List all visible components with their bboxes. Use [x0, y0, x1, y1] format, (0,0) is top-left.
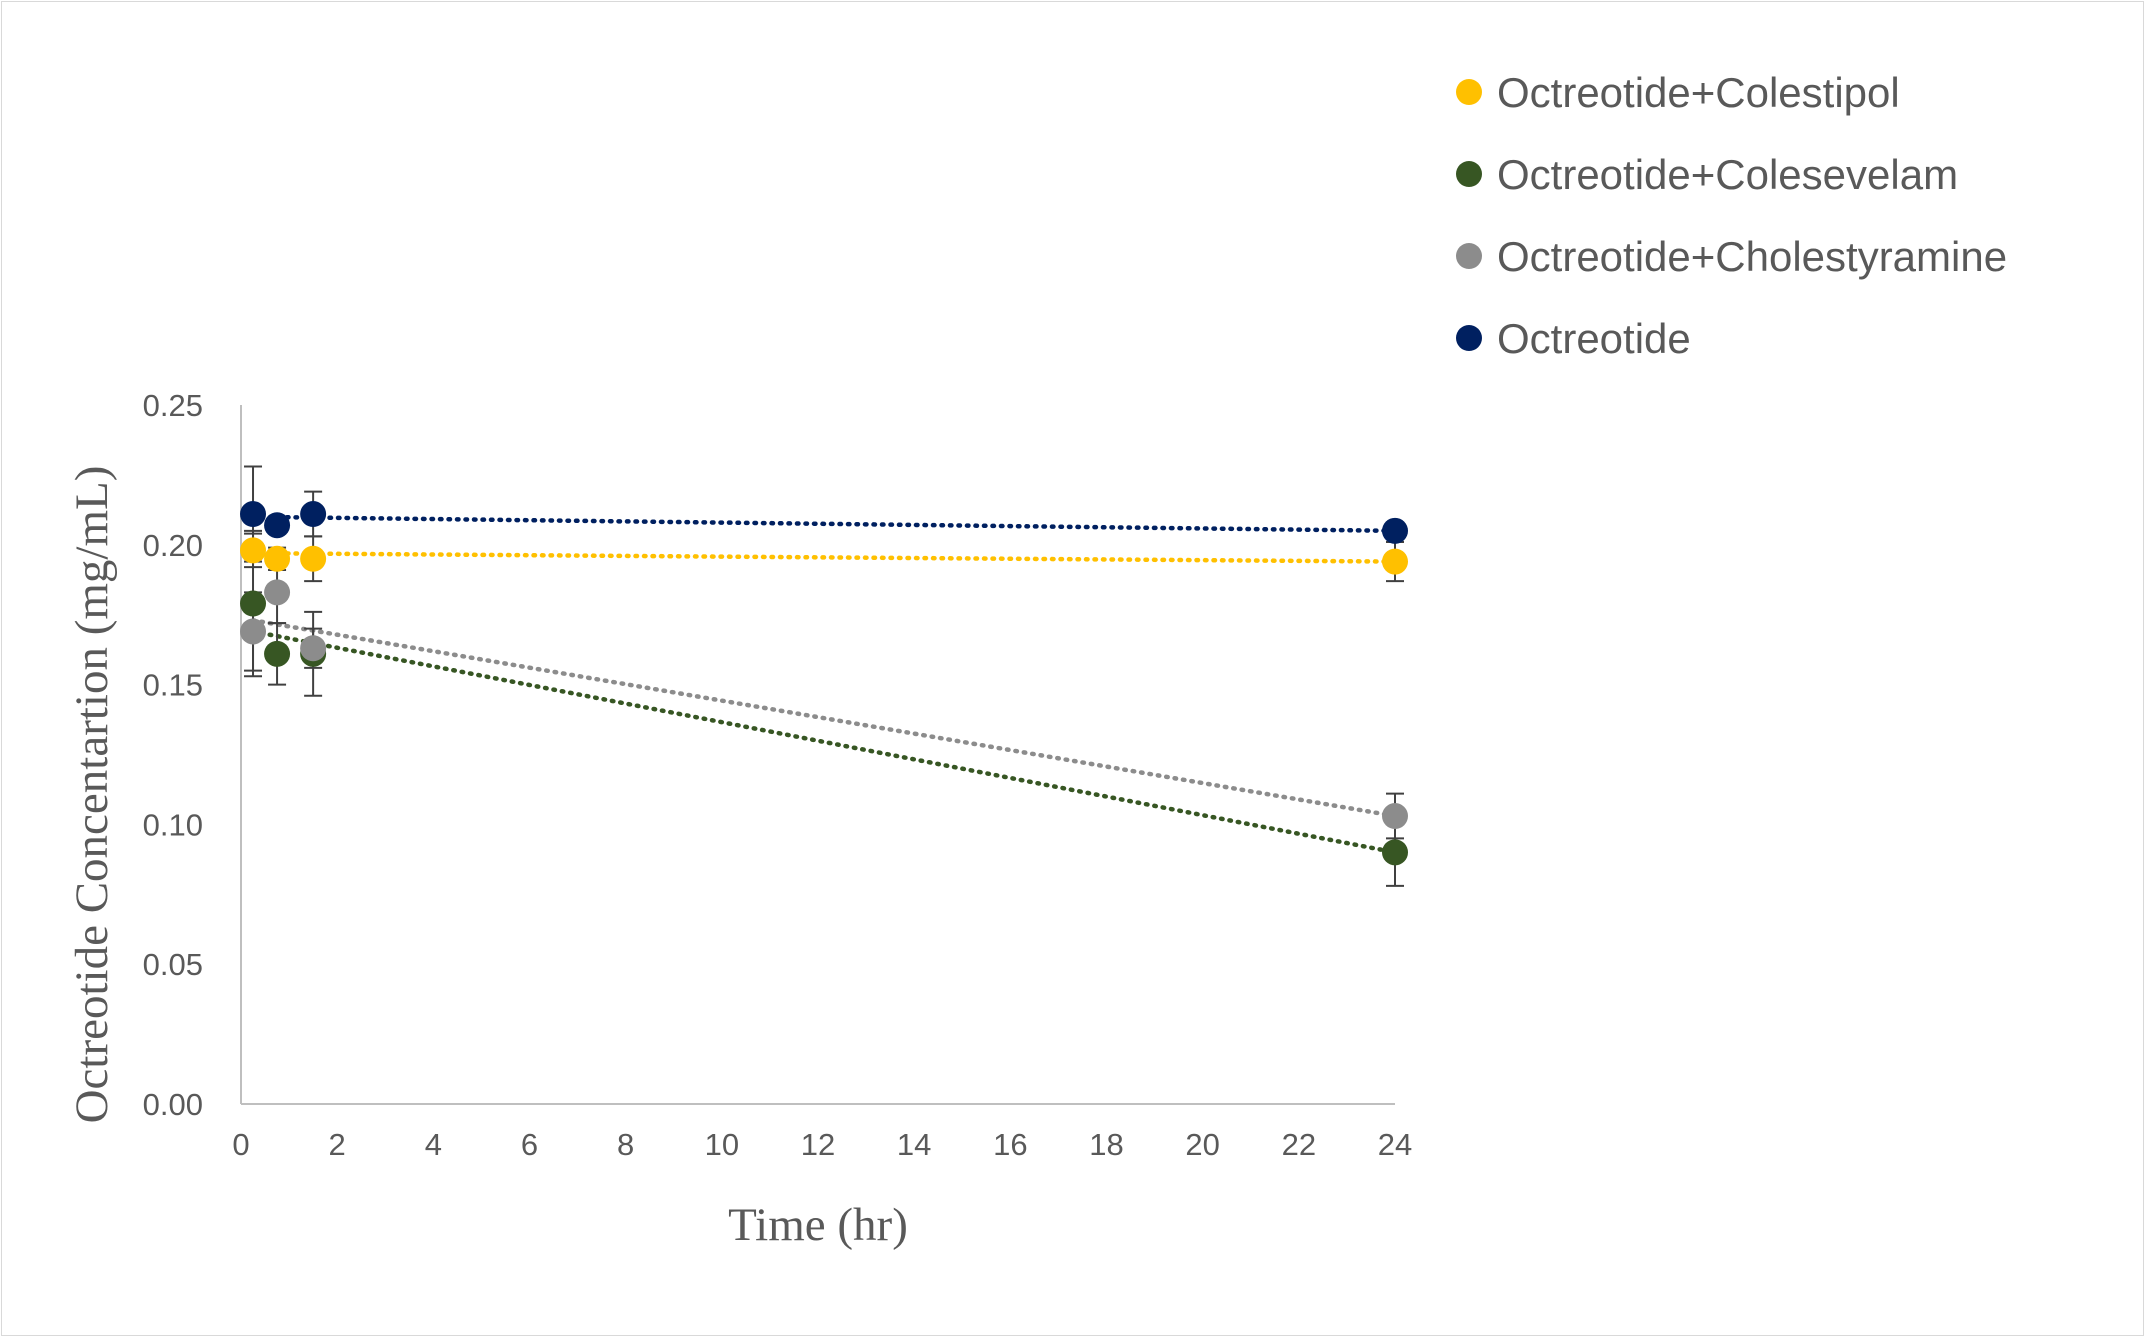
trendline-octreotide-cholestyramine: [250, 618, 1398, 819]
legend-label: Octreotide+Colestipol: [1497, 69, 1900, 116]
x-tick-label: 24: [1378, 1127, 1412, 1162]
data-point-octreotide-colestipol: [300, 545, 327, 572]
data-point-octreotide: [240, 501, 267, 528]
x-tick-label: 20: [1185, 1127, 1219, 1162]
x-tick-label: 0: [232, 1127, 249, 1162]
data-point-octreotide-colestipol: [240, 537, 267, 564]
x-tick-label: 10: [705, 1127, 739, 1162]
y-axis-title: Octreotide Concentartion (mg/mL): [66, 466, 118, 1124]
x-tick-label: 12: [801, 1127, 835, 1162]
x-tick-label: 16: [993, 1127, 1027, 1162]
data-point-octreotide-colesevelam: [1382, 839, 1408, 866]
x-tick-label: 14: [897, 1127, 931, 1162]
x-tick-label: 22: [1282, 1127, 1316, 1162]
data-point-octreotide: [1382, 517, 1408, 544]
legend-label: Octreotide+Colesevelam: [1497, 151, 1958, 198]
data-point-octreotide-colesevelam: [264, 640, 291, 667]
x-tick-label: 2: [329, 1127, 346, 1162]
legend-label: Octreotide: [1497, 315, 1691, 362]
legend-marker: [1456, 79, 1482, 105]
x-tick-label: 8: [617, 1127, 634, 1162]
legend-item-octreotide-colestipol: Octreotide+Colestipol: [1456, 69, 1900, 116]
y-tick-label: 0.25: [143, 388, 203, 423]
legend-item-octreotide-cholestyramine: Octreotide+Cholestyramine: [1456, 233, 2007, 280]
data-points: [240, 501, 1408, 866]
x-tick-label: 18: [1089, 1127, 1123, 1162]
legend-marker: [1456, 161, 1482, 187]
legend-label: Octreotide+Cholestyramine: [1497, 233, 2007, 280]
legend-marker: [1456, 325, 1482, 351]
data-point-octreotide: [264, 512, 291, 539]
legend-marker: [1456, 243, 1482, 269]
legend: Octreotide+Colestipol Octreotide+Coleseve…: [1456, 69, 2007, 362]
y-tick-labels: 0.00 0.05 0.10 0.15 0.20 0.25: [143, 388, 203, 1122]
data-point-octreotide-cholestyramine: [240, 618, 267, 645]
y-tick-label: 0.00: [143, 1087, 203, 1122]
x-axis-title: Time (hr): [728, 1199, 908, 1251]
legend-item-octreotide: Octreotide: [1456, 315, 1691, 362]
y-tick-label: 0.15: [143, 668, 203, 703]
trendline-octreotide-colestipol: [250, 550, 1398, 564]
x-tick-label: 4: [425, 1127, 442, 1162]
data-point-octreotide-cholestyramine: [300, 635, 327, 662]
trendline-octreotide: [250, 514, 1398, 534]
data-point-octreotide-colestipol: [1382, 548, 1408, 575]
data-point-octreotide-cholestyramine: [264, 579, 291, 606]
x-tick-label: 6: [521, 1127, 538, 1162]
x-tick-labels: 0 2 4 6 8 10 12 14 16 18 20 22 24: [232, 1127, 1412, 1162]
data-point-octreotide-colesevelam: [240, 590, 267, 617]
y-tick-label: 0.05: [143, 947, 203, 982]
trendline-octreotide-colesevelam: [250, 629, 1398, 855]
y-tick-label: 0.20: [143, 528, 203, 563]
trendlines: [250, 514, 1398, 855]
y-tick-label: 0.10: [143, 807, 203, 842]
legend-item-octreotide-colesevelam: Octreotide+Colesevelam: [1456, 151, 1958, 198]
axes: [240, 405, 1395, 1105]
data-point-octreotide-colestipol: [264, 545, 291, 572]
data-point-octreotide-cholestyramine: [1382, 803, 1408, 830]
data-point-octreotide: [300, 501, 327, 528]
